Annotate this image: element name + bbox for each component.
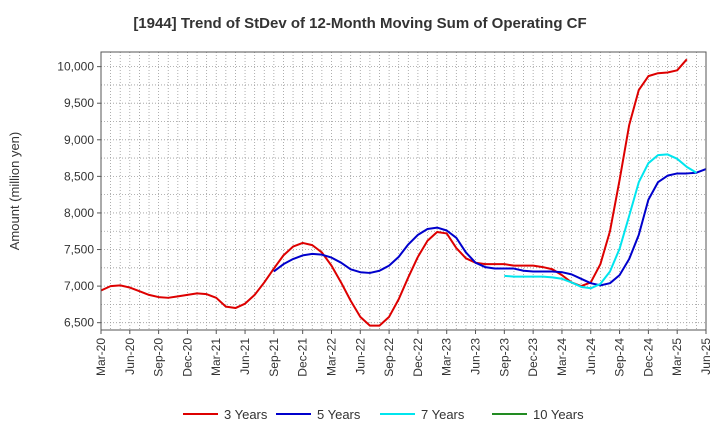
x-tick-label: Sep-22 [382, 338, 396, 377]
x-tick-label: Jun-24 [584, 338, 598, 375]
x-tick-label: Dec-22 [411, 338, 425, 377]
legend-label-10-years: 10 Years [533, 407, 584, 422]
x-tick-label: Sep-23 [497, 338, 511, 377]
legend-label-7-years: 7 Years [421, 407, 465, 422]
series-lines [100, 58, 707, 327]
x-tick-label: Sep-21 [267, 338, 281, 377]
x-tick-label: Jun-23 [469, 338, 483, 375]
x-tick-label: Jun-22 [353, 338, 367, 375]
y-tick-label: 8,000 [64, 206, 94, 220]
y-tick-label: 10,000 [57, 60, 94, 74]
x-axis: Mar-20 Jun-20 Sep-20 Dec-20 Mar-21 Jun-21 Sep-… [94, 330, 713, 377]
y-axis-label: Amount (million yen) [7, 132, 22, 251]
x-tick-label: Sep-20 [152, 338, 166, 377]
y-tick-label: 9,000 [64, 133, 94, 147]
y-tick-label: 7,000 [64, 279, 94, 293]
plot-frame [100, 51, 707, 331]
x-tick-label: Mar-21 [209, 338, 223, 376]
x-tick-label: Dec-23 [526, 338, 540, 377]
x-tick-label: Jun-21 [238, 338, 252, 375]
x-tick-label: Dec-24 [641, 338, 655, 377]
x-tick-label: Dec-21 [296, 338, 310, 377]
y-tick-label: 7,500 [64, 243, 94, 257]
legend-label-5-years: 5 Years [317, 407, 361, 422]
x-tick-label: Mar-23 [440, 338, 454, 376]
x-tick-label: Mar-24 [555, 338, 569, 376]
x-tick-label: Dec-20 [180, 338, 194, 377]
x-tick-label: Sep-24 [613, 338, 627, 377]
y-tick-label: 6,500 [64, 316, 94, 330]
series-line-5-years [273, 168, 707, 287]
y-tick-label: 8,500 [64, 169, 94, 183]
legend-label-3-years: 3 Years [224, 407, 268, 422]
x-tick-label: Mar-22 [324, 338, 338, 376]
chart-title: [1944] Trend of StDev of 12-Month Moving… [133, 15, 586, 32]
x-tick-label: Mar-25 [670, 338, 684, 376]
series-line-7-years [504, 153, 697, 290]
x-tick-label: Jun-25 [699, 338, 713, 375]
x-tick-label: Mar-20 [94, 338, 108, 376]
legend: 3 Years 5 Years 7 Years 10 Years [183, 407, 584, 422]
x-tick-label: Jun-20 [123, 338, 137, 375]
y-tick-label: 9,500 [64, 96, 94, 110]
y-axis: 6,500 7,000 7,500 8,000 8,500 9,000 9,500 10,00… [57, 60, 101, 330]
